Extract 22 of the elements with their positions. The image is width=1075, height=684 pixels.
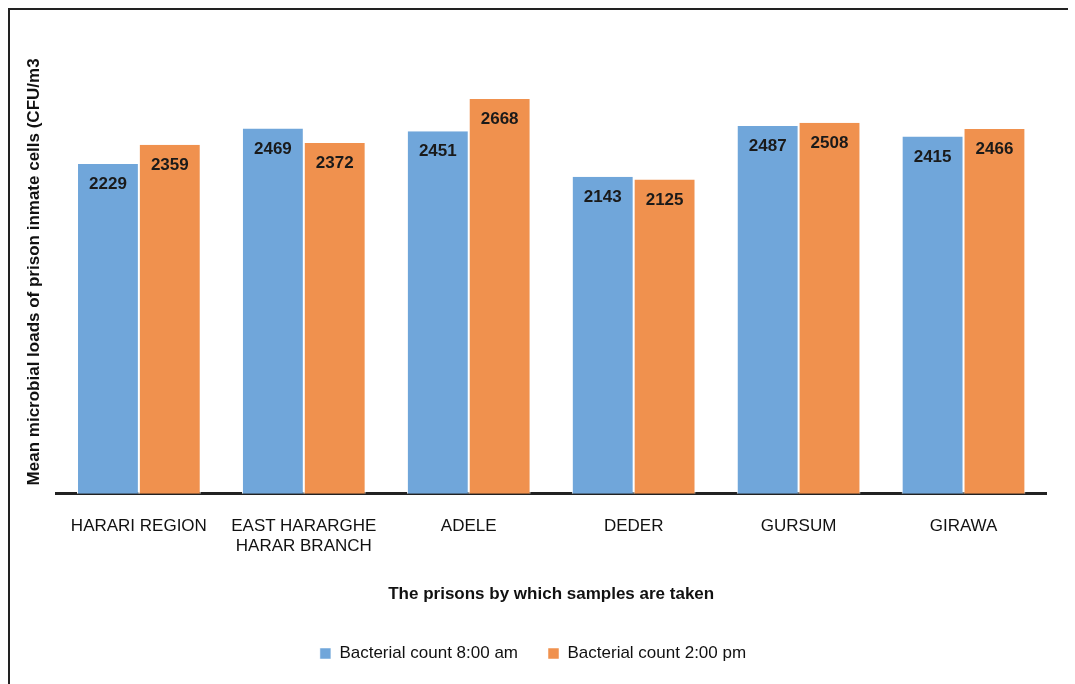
data-label: 2143 xyxy=(583,186,622,206)
data-label: 2668 xyxy=(480,109,519,129)
legend-label: Bacterial count 2:00 pm xyxy=(567,643,747,663)
x-tick-label: GIRAWA xyxy=(929,515,999,535)
data-label: 2466 xyxy=(975,139,1014,159)
data-label: 2125 xyxy=(645,189,684,209)
x-tick-label: EAST HARARGHE HARAR BRANCH xyxy=(231,515,377,556)
data-label: 2372 xyxy=(315,153,354,173)
y-axis-title: Mean microbial loads of prison inmate cells (CFU/m3 xyxy=(23,58,43,486)
data-label: 2229 xyxy=(89,174,127,194)
x-axis-title: The prisons by which samples are taken xyxy=(388,584,715,604)
x-tick-label: HARARI REGION xyxy=(70,515,207,535)
x-tick-label: DEDER xyxy=(603,515,664,535)
x-tick-label: GURSUM xyxy=(760,515,837,535)
data-label: 2469 xyxy=(253,138,292,158)
legend-label: Bacterial count 8:00 am xyxy=(339,643,519,663)
data-label: 2359 xyxy=(150,155,189,175)
data-label: 2451 xyxy=(418,141,457,161)
x-tick-label: ADELE xyxy=(440,515,497,535)
data-label: 2487 xyxy=(748,136,787,156)
data-label: 2508 xyxy=(810,132,849,152)
data-label: 2415 xyxy=(913,146,952,166)
